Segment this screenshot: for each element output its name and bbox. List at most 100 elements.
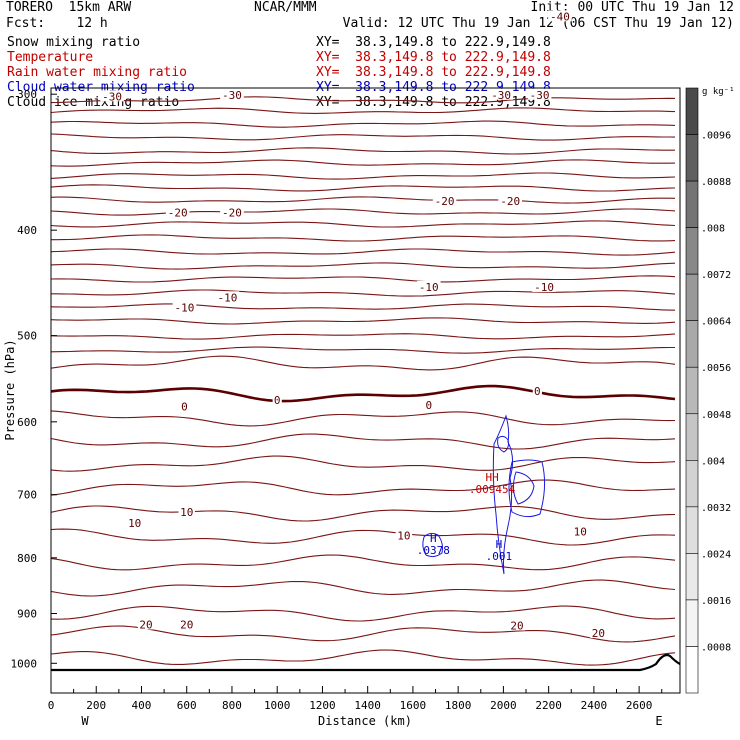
temperature-label-bg	[179, 400, 190, 412]
temperature-label-bg	[416, 280, 441, 292]
temperature-label-bg	[548, 10, 572, 22]
cloud-water-contour	[492, 414, 514, 575]
y-tick-label: 300	[17, 88, 37, 101]
x-tick-label: 1200	[309, 699, 336, 712]
colorbar-tick-label: .0032	[701, 503, 731, 514]
temperature-label: 10	[397, 530, 410, 543]
isotherm	[50, 172, 676, 180]
init-time: Init: 00 UTC Thu 19 Jan 12	[530, 0, 735, 15]
temperature-label-bg	[100, 90, 124, 102]
isotherm	[50, 262, 676, 270]
colorbar-segment	[685, 320, 699, 368]
isotherm	[50, 505, 676, 522]
temperature-label-bg	[424, 398, 434, 410]
x-tick-label: 1400	[354, 699, 381, 712]
temperature-label-bg	[489, 88, 513, 100]
temperature-label: -10	[217, 291, 237, 304]
field-snow-xy: XY= 38.3,149.8 to 222.9,149.8	[316, 35, 551, 50]
forecast-hour: Fcst: 12 h	[6, 16, 108, 31]
colorbar-segment	[685, 553, 699, 601]
isotherm	[50, 455, 676, 472]
isotherm	[50, 220, 676, 228]
temperature-label-bg	[532, 280, 556, 292]
x-tick-label: 1800	[445, 699, 472, 712]
temperature-label-bg	[532, 384, 542, 396]
field-temperature-xy: XY= 38.3,149.8 to 222.9,149.8	[316, 50, 551, 65]
temperature-label-bg	[137, 618, 155, 630]
temperature-label-bg	[508, 619, 526, 631]
y-tick-label: 1000	[11, 657, 38, 670]
model-title: TORERO 15km ARW	[6, 0, 132, 15]
colorbar-tick-label: .0008	[701, 642, 731, 653]
extremum-marker-value: .0378	[417, 544, 450, 557]
temperature-label: 0	[425, 399, 432, 412]
temperature-label-bg	[432, 195, 457, 207]
temperature-label: -20	[168, 206, 188, 219]
temperature-contours	[50, 96, 676, 666]
cloud-water-contours	[422, 414, 546, 575]
colorbar-segment	[685, 413, 699, 461]
valid-time: Valid: 12 UTC Thu 19 Jan 12 (06 CST Thu …	[342, 16, 734, 31]
colorbar-segment	[685, 460, 699, 508]
y-tick-label: 500	[17, 330, 37, 343]
temperature-label: 0	[181, 400, 188, 413]
temperature-label: -30	[530, 89, 550, 102]
extremum-marker-letter: H	[496, 538, 503, 551]
temperature-label-bg	[220, 206, 244, 218]
y-tick-label: 600	[17, 416, 37, 429]
cloud-water-contour	[508, 459, 546, 518]
isotherm	[51, 289, 676, 297]
temperature-label: -10	[175, 301, 195, 314]
isotherm	[50, 479, 676, 496]
y-tick-label: 400	[17, 224, 37, 237]
colorbar-tick-label: .004	[701, 456, 725, 467]
temperature-label-bg	[272, 393, 282, 405]
isotherm	[50, 355, 676, 371]
field-temperature-label: Temperature	[7, 50, 94, 65]
temperature-label: -10	[534, 281, 554, 294]
x-tick-label: 2600	[626, 699, 653, 712]
temperature-label: -20	[500, 195, 520, 208]
isotherm	[50, 649, 676, 666]
colorbar-segment	[685, 87, 699, 135]
temperature-label: -30	[102, 90, 122, 103]
colorbar-segment	[685, 366, 699, 415]
temperature-label: -10	[419, 281, 439, 294]
temperature-label-bg	[126, 517, 143, 529]
cloud-water-contour	[422, 532, 443, 558]
x-tick-label: 400	[132, 699, 152, 712]
colorbar-tick-label: .0048	[701, 410, 731, 421]
temperature-label-bg	[220, 88, 244, 100]
isotherm	[50, 333, 676, 340]
temperature-labels: -81-40-30-30-30-30-20-20-20-20-10-10-10-…	[100, 10, 607, 640]
y-axis-label: Pressure (hPa)	[3, 339, 17, 440]
colorbar-tick-label: .0024	[701, 549, 731, 560]
field-rain-label: Rain water mixing ratio	[7, 65, 188, 80]
terrain-profile	[51, 653, 681, 672]
cloud-water-contour	[497, 435, 509, 453]
temperature-label: -20	[435, 195, 455, 208]
temperature-label-bg	[178, 506, 195, 518]
extremum-marker-letter: H	[430, 532, 437, 545]
colorbar-tick-label: .0056	[701, 363, 731, 374]
x-axis: 0 200 400 600 800 1000 1200 1400 1600 1800 2000 220…	[48, 686, 663, 712]
temperature-label-bg	[527, 88, 552, 100]
temperature-label-bg	[498, 195, 522, 207]
colorbar: .0096 .0088 .008 .0072 .0064 .0056 .0048 .004 .0…	[685, 87, 735, 694]
isotherm	[50, 184, 676, 192]
x-tick-label: 2000	[490, 699, 517, 712]
x-tick-label: 800	[222, 699, 242, 712]
temperature-label-bg	[395, 529, 413, 541]
temperature-label-bg	[165, 206, 190, 218]
x-tick-label: 200	[86, 699, 106, 712]
temperature-label-bg	[172, 301, 197, 313]
x-tick-label: 2200	[535, 699, 562, 712]
colorbar-segment	[685, 273, 699, 321]
isotherm	[50, 346, 675, 354]
isotherm	[50, 107, 676, 114]
colorbar-segment	[685, 134, 699, 182]
colorbar-tick-label: .0064	[701, 317, 731, 328]
isotherm	[50, 208, 676, 216]
x-tick-label: 1000	[264, 699, 291, 712]
